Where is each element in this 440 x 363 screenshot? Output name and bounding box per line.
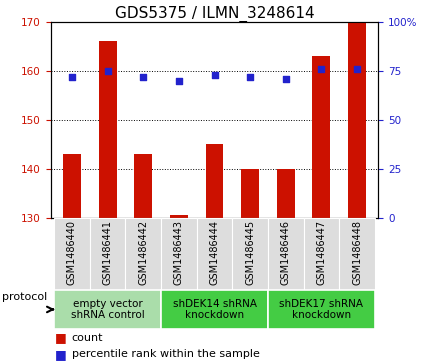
- Text: empty vector
shRNA control: empty vector shRNA control: [71, 299, 144, 320]
- Text: shDEK17 shRNA
knockdown: shDEK17 shRNA knockdown: [279, 299, 363, 320]
- Bar: [232, 218, 268, 290]
- Text: protocol: protocol: [2, 291, 48, 302]
- Bar: [312, 56, 330, 218]
- Bar: [90, 218, 125, 290]
- Point: [176, 78, 183, 83]
- Text: GSM1486445: GSM1486445: [245, 220, 255, 285]
- Bar: [268, 290, 375, 329]
- Bar: [197, 218, 232, 290]
- Point: [140, 74, 147, 79]
- Bar: [161, 218, 197, 290]
- Bar: [277, 169, 295, 218]
- Text: GSM1486444: GSM1486444: [209, 220, 220, 285]
- Bar: [304, 218, 339, 290]
- Bar: [241, 169, 259, 218]
- Point: [353, 66, 360, 72]
- Text: GSM1486442: GSM1486442: [138, 220, 148, 285]
- Point: [246, 74, 253, 79]
- Bar: [170, 215, 188, 218]
- Bar: [134, 154, 152, 218]
- Text: GSM1486443: GSM1486443: [174, 220, 184, 285]
- Text: percentile rank within the sample: percentile rank within the sample: [72, 349, 260, 359]
- Bar: [54, 290, 161, 329]
- Bar: [125, 218, 161, 290]
- Bar: [339, 218, 375, 290]
- Title: GDS5375 / ILMN_3248614: GDS5375 / ILMN_3248614: [115, 5, 314, 22]
- Bar: [161, 290, 268, 329]
- Bar: [268, 218, 304, 290]
- Point: [318, 66, 325, 72]
- Bar: [54, 218, 90, 290]
- Bar: [205, 144, 224, 218]
- Text: GSM1486448: GSM1486448: [352, 220, 362, 285]
- Point: [104, 68, 111, 74]
- Point: [211, 72, 218, 78]
- Text: count: count: [72, 333, 103, 343]
- Point: [282, 76, 289, 82]
- Text: GSM1486440: GSM1486440: [67, 220, 77, 285]
- Text: ■: ■: [55, 348, 67, 360]
- Text: shDEK14 shRNA
knockdown: shDEK14 shRNA knockdown: [172, 299, 257, 320]
- Bar: [63, 154, 81, 218]
- Bar: [348, 22, 366, 218]
- Text: GSM1486446: GSM1486446: [281, 220, 291, 285]
- Bar: [99, 41, 117, 218]
- Text: ■: ■: [55, 331, 67, 344]
- Text: GSM1486447: GSM1486447: [316, 220, 326, 285]
- Text: GSM1486441: GSM1486441: [103, 220, 113, 285]
- Point: [69, 74, 76, 79]
